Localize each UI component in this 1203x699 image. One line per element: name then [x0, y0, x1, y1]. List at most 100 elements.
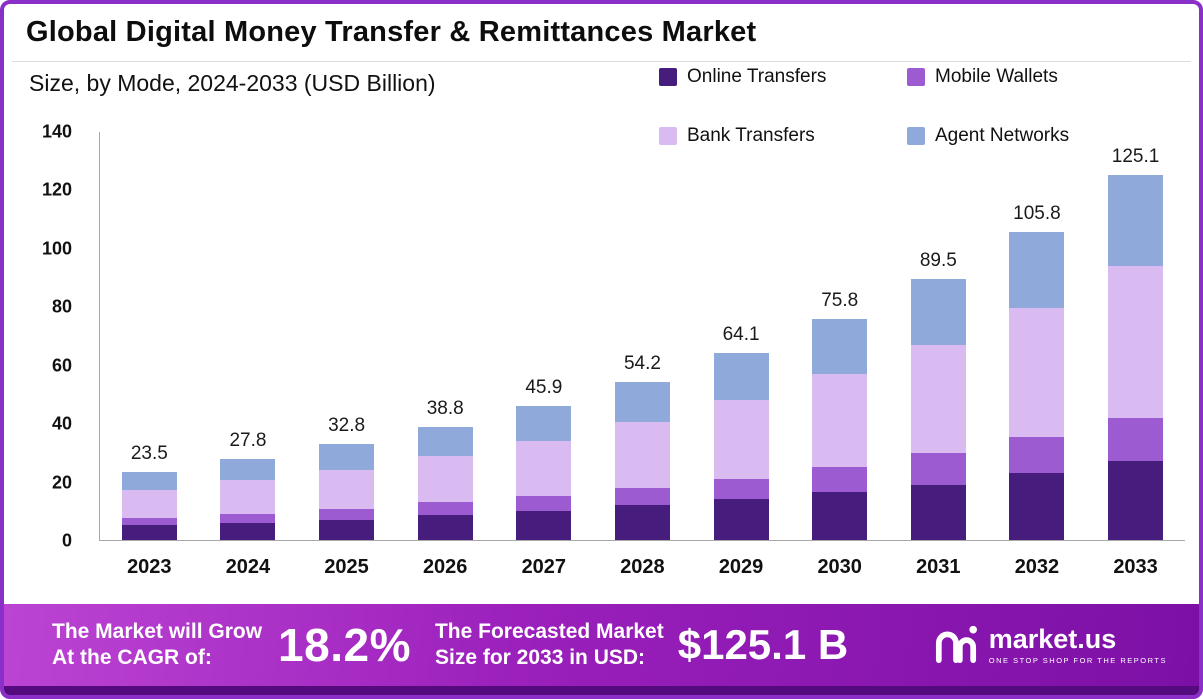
x-axis-label: 2023: [127, 556, 172, 578]
y-axis-tick: 140: [41, 121, 72, 142]
legend-label-online-transfers: Online Transfers: [687, 66, 827, 87]
bar-segment-mobile-wallets: [614, 487, 670, 506]
logo-text: market.us ONE STOP SHOP FOR THE REPORTS: [988, 623, 1167, 665]
bar-segment-agent-networks: [220, 459, 276, 481]
bar-segment-bank-transfers: [417, 455, 473, 503]
bar-segment-bank-transfers: [1009, 308, 1065, 437]
bar-segment-bank-transfers: [121, 490, 177, 519]
bar-value-label: 125.1: [1111, 146, 1160, 168]
bar-segment-bank-transfers: [319, 470, 375, 510]
bar-segment-mobile-wallets: [1108, 417, 1164, 462]
y-axis-tick: 80: [51, 296, 72, 317]
bar-value-label: 32.8: [328, 415, 366, 437]
bar-value-label: 27.8: [229, 429, 267, 451]
bar-segment-bank-transfers: [220, 480, 276, 514]
bar-segment-agent-networks: [121, 471, 177, 491]
x-axis-label: 2028: [620, 556, 665, 578]
bar-segment-bank-transfers: [516, 440, 572, 497]
bar-segment-bank-transfers: [713, 400, 769, 479]
bar-segment-agent-networks: [812, 319, 868, 374]
bar-segment-agent-networks: [910, 279, 966, 345]
bar-segment-online-transfers: [1108, 461, 1164, 540]
bar-segment-mobile-wallets: [319, 509, 375, 520]
legend-label-mobile-wallets: Mobile Wallets: [935, 66, 1058, 87]
bar-segment-agent-networks: [516, 406, 572, 441]
bar-segment-mobile-wallets: [417, 502, 473, 516]
plot-area: 23.5 2023 27.8 2024 32.8 2025 38.8 2026 45.9 2027…: [99, 132, 1185, 578]
x-axis-label: 2031: [916, 556, 961, 578]
bar-segment-agent-networks: [319, 444, 375, 471]
y-axis-tick: 100: [41, 238, 72, 259]
legend-item-agent-networks: Agent Networks: [907, 125, 1069, 147]
market-us-logo-icon: [933, 622, 979, 669]
y-axis-tick: 20: [51, 472, 72, 493]
bar-column-2033: 125.1 2033: [1108, 132, 1164, 578]
bar-segment-bank-transfers: [812, 373, 868, 468]
x-axis-label: 2032: [1014, 556, 1060, 578]
market-us-logo: market.us ONE STOP SHOP FOR THE REPORTS: [933, 622, 1167, 669]
bar-segment-mobile-wallets: [713, 478, 769, 500]
x-axis-label: 2027: [521, 556, 567, 578]
bar-segment-online-transfers: [417, 515, 473, 540]
bar-segment-agent-networks: [1108, 175, 1164, 267]
bar-value-label: 45.9: [525, 377, 563, 399]
bar-segment-agent-networks: [614, 382, 670, 422]
bar-segment-online-transfers: [614, 505, 670, 540]
forecast-value: $125.1 B: [677, 621, 849, 668]
legend-label-agent-networks: Agent Networks: [935, 125, 1070, 146]
legend-swatch-agent-networks: [907, 127, 925, 145]
x-axis-label: 2033: [1113, 556, 1158, 578]
bar-segment-mobile-wallets: [220, 513, 276, 523]
legend-item-online-transfers: Online Transfers: [659, 66, 907, 88]
bar-segment-bank-transfers: [1108, 266, 1164, 418]
bar-segment-online-transfers: [713, 499, 769, 540]
x-axis-label: 2029: [718, 556, 764, 578]
legend-swatch-online-transfers: [659, 68, 677, 86]
bar-segment-mobile-wallets: [910, 452, 966, 485]
bar-column-2028: 54.2 2028: [614, 132, 670, 578]
legend-item-mobile-wallets: Mobile Wallets: [907, 66, 1069, 88]
logo-name: market.us: [988, 623, 1117, 654]
bar-column-2029: 64.1 2029: [713, 132, 769, 578]
bar-segment-online-transfers: [319, 519, 375, 540]
bar-segment-bank-transfers: [910, 344, 966, 453]
bar-column-2027: 45.9 2027: [516, 132, 572, 578]
bar-value-label: 105.8: [1013, 202, 1061, 224]
bar-column-2031: 89.5 2031: [910, 132, 966, 578]
bar-column-2030: 75.8 2030: [812, 132, 868, 578]
page-title: Global Digital Money Transfer & Remittan…: [26, 16, 757, 48]
bar-segment-mobile-wallets: [1009, 436, 1065, 473]
legend-item-bank-transfers: Bank Transfers: [659, 125, 907, 147]
bar-segment-agent-networks: [417, 426, 473, 456]
x-axis-label: 2030: [817, 556, 862, 578]
x-axis-label: 2026: [422, 556, 468, 578]
legend-swatch-bank-transfers: [659, 127, 677, 145]
bar-segment-online-transfers: [812, 491, 868, 540]
bar-segment-online-transfers: [121, 525, 177, 540]
bar-segment-mobile-wallets: [516, 496, 572, 511]
y-axis-tick: 0: [61, 530, 72, 551]
bar-column-2026: 38.8 2026: [417, 132, 473, 578]
cagr-label: The Market will Grow At the CAGR of:: [52, 619, 262, 672]
bar-segment-mobile-wallets: [121, 518, 177, 526]
forecast-label: The Forecasted Market Size for 2033 in U…: [435, 619, 664, 672]
legend-label-bank-transfers: Bank Transfers: [687, 125, 815, 146]
bar-segment-online-transfers: [516, 510, 572, 540]
bar-segment-online-transfers: [1009, 472, 1065, 540]
bar-segment-bank-transfers: [614, 421, 670, 488]
logo-tagline: ONE STOP SHOP FOR THE REPORTS: [988, 655, 1167, 665]
x-axis-label: 2025: [324, 556, 369, 578]
cagr-label-line2: At the CAGR of:: [52, 646, 212, 669]
legend-swatch-mobile-wallets: [907, 68, 925, 86]
bar-segment-online-transfers: [910, 484, 966, 540]
bar-column-2032: 105.8 2032: [1009, 132, 1065, 578]
cagr-value: 18.2%: [278, 619, 411, 671]
y-axis: 0 20 40 60 80 100 120 140: [14, 122, 84, 551]
bar-value-label: 75.8: [821, 290, 859, 312]
y-axis-tick: 120: [41, 179, 72, 200]
bar-column-2023: 23.5 2023: [121, 132, 177, 578]
bar-value-label: 89.5: [919, 250, 957, 272]
bar-value-label: 64.1: [722, 324, 760, 346]
bar-value-label: 38.8: [426, 397, 464, 419]
